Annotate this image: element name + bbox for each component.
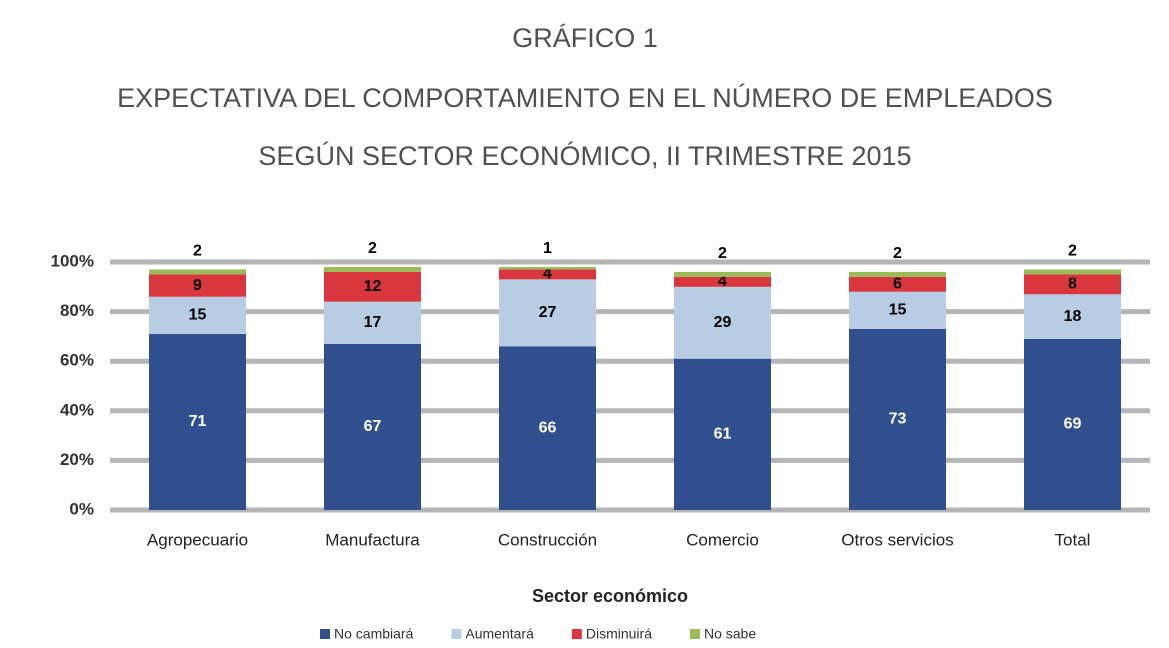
data-label: 2 — [193, 243, 202, 260]
data-label: 73 — [889, 411, 907, 428]
x-tick-label: Manufactura — [325, 530, 420, 549]
bar-segment — [674, 276, 771, 287]
bar-segment — [149, 296, 246, 334]
data-label: 6 — [893, 276, 902, 293]
bar-segment — [849, 271, 946, 277]
x-tick-label: Agropecuario — [147, 530, 248, 549]
data-label: 66 — [539, 419, 557, 436]
y-tick-label: 20% — [60, 450, 94, 469]
data-label: 61 — [714, 426, 732, 443]
bar-segment — [499, 269, 596, 280]
bar-segment — [674, 271, 771, 277]
data-label: 2 — [368, 240, 377, 257]
legend-label: No cambiará — [334, 626, 414, 642]
data-label: 27 — [539, 304, 557, 321]
bar-segment — [1024, 269, 1121, 275]
data-label: 4 — [718, 273, 727, 290]
data-label: 67 — [364, 418, 382, 435]
bar-segment — [1024, 338, 1121, 510]
data-label: 17 — [364, 314, 382, 331]
x-tick-label: Total — [1055, 530, 1091, 549]
bar-segment — [324, 266, 421, 272]
data-label: 4 — [543, 266, 552, 283]
bar-segment — [1024, 274, 1121, 295]
bar-segment — [499, 279, 596, 347]
legend-swatch — [571, 629, 582, 639]
data-label: 2 — [718, 245, 727, 262]
x-tick-label: Otros servicios — [841, 530, 953, 549]
legend-swatch — [689, 629, 700, 639]
data-label: 1 — [543, 240, 552, 257]
bar-segment — [149, 333, 246, 510]
data-label: 8 — [1068, 276, 1077, 293]
y-tick-label: 0% — [69, 499, 94, 518]
data-label: 71 — [189, 413, 207, 430]
data-label: 18 — [1064, 308, 1082, 325]
y-tick-label: 100% — [51, 251, 94, 270]
legend-label: Aumentará — [465, 626, 534, 642]
data-label: 29 — [714, 314, 732, 331]
legend-swatch — [451, 629, 462, 639]
bar-segment — [1024, 294, 1121, 339]
x-tick-label: Construcción — [498, 530, 597, 549]
bar-segment — [149, 269, 246, 275]
chart-subtitle: SEGÚN SECTOR ECONÓMICO, II TRIMESTRE 201… — [258, 140, 911, 171]
bar-segment — [324, 343, 421, 510]
bar-segment — [849, 328, 946, 510]
bar-segment — [674, 358, 771, 510]
chart-title: GRÁFICO 1 — [512, 23, 658, 53]
x-tick-label: Comercio — [686, 530, 759, 549]
data-label: 12 — [364, 278, 382, 295]
legend-label: Disminuirá — [586, 626, 652, 642]
bar-segment — [499, 346, 596, 510]
bar-segment — [324, 271, 421, 302]
bar-segment — [499, 266, 596, 270]
bar-segment — [849, 291, 946, 329]
bar-segment — [849, 276, 946, 292]
x-axis-label: Sector económico — [532, 586, 688, 606]
data-label: 15 — [189, 307, 207, 324]
data-label: 9 — [193, 277, 202, 294]
y-tick-label: 80% — [60, 301, 94, 320]
bar-segment — [324, 301, 421, 344]
data-label: 2 — [1068, 243, 1077, 260]
bar-segment — [149, 274, 246, 297]
data-label: 2 — [893, 245, 902, 262]
chart-subtitle: EXPECTATIVA DEL COMPORTAMIENTO EN EL NÚM… — [117, 82, 1053, 113]
legend-label: No sabe — [704, 626, 756, 642]
bar-segment — [674, 286, 771, 359]
y-tick-label: 40% — [60, 400, 94, 419]
legend-swatch — [320, 629, 330, 639]
data-label: 69 — [1064, 416, 1082, 433]
y-tick-label: 60% — [60, 351, 94, 370]
data-label: 15 — [889, 302, 907, 319]
